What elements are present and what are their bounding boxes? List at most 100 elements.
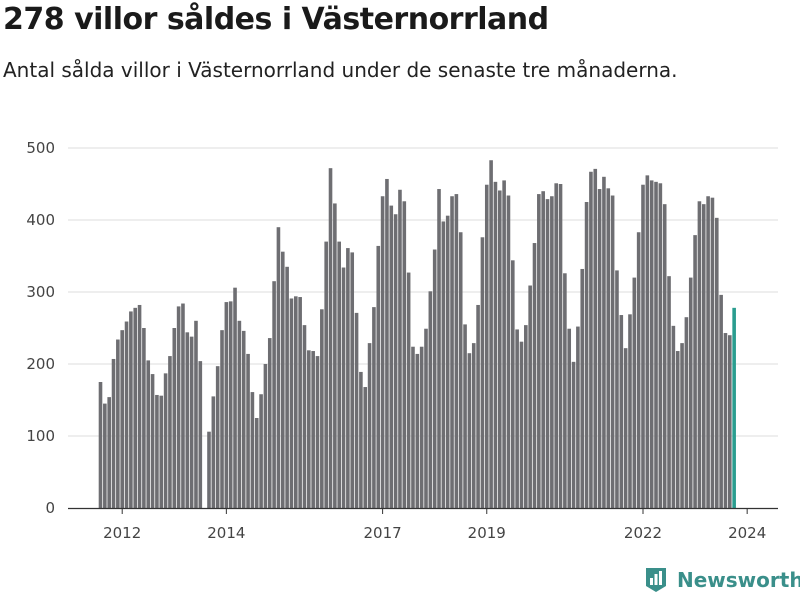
bar xyxy=(675,351,680,508)
bar xyxy=(267,338,272,508)
bar xyxy=(133,307,138,508)
bar xyxy=(280,251,285,508)
bar xyxy=(662,204,667,508)
bar xyxy=(211,396,216,508)
bar xyxy=(116,339,120,508)
bar xyxy=(367,343,372,508)
bar xyxy=(550,196,554,509)
bar xyxy=(537,194,541,508)
bar xyxy=(528,285,532,508)
axis-layer: 0 100 200 300 400 500 2012 2014 2017 2019 2022 2024 xyxy=(26,139,778,542)
bar xyxy=(710,197,715,508)
bar xyxy=(346,248,350,508)
bar xyxy=(628,314,632,508)
bar xyxy=(385,178,389,508)
bar xyxy=(185,332,190,508)
bar xyxy=(159,395,164,508)
bar xyxy=(497,190,502,509)
bar xyxy=(415,353,420,508)
bar xyxy=(124,321,129,508)
bar xyxy=(424,328,428,508)
bar xyxy=(298,297,302,508)
bar xyxy=(294,296,298,508)
bar xyxy=(246,353,250,508)
bar xyxy=(697,201,702,508)
bar xyxy=(454,194,459,508)
bar xyxy=(671,325,676,508)
bar xyxy=(276,227,281,508)
bar xyxy=(554,183,558,508)
x-tick-label: 2024 xyxy=(728,524,766,542)
bar xyxy=(189,336,194,508)
bar xyxy=(701,204,706,508)
bar xyxy=(142,328,146,508)
bar xyxy=(380,196,385,509)
bar xyxy=(502,180,506,508)
bar xyxy=(615,270,619,508)
chart-subtitle: Antal sålda villor i Västernorrland unde… xyxy=(3,58,678,82)
bar xyxy=(541,191,545,508)
bar xyxy=(398,189,402,508)
bar xyxy=(506,195,511,508)
bar xyxy=(228,301,233,508)
newsworthy-logo[interactable]: Newsworthy xyxy=(645,567,800,593)
bar xyxy=(649,180,654,508)
bar xyxy=(103,403,107,508)
y-tick-label: 100 xyxy=(26,427,55,445)
bar-chart-badge-icon xyxy=(645,567,667,593)
bar xyxy=(563,273,567,508)
bar xyxy=(333,203,337,508)
bar xyxy=(198,361,203,508)
bar xyxy=(580,268,585,508)
bar xyxy=(619,315,624,508)
y-tick-label: 0 xyxy=(45,499,55,517)
bar xyxy=(98,382,103,508)
x-tick-label: 2019 xyxy=(468,524,506,542)
bar xyxy=(285,266,289,508)
bar xyxy=(445,215,450,508)
bar xyxy=(571,361,576,508)
bar xyxy=(311,351,315,508)
bar xyxy=(636,232,641,509)
bar xyxy=(363,387,368,508)
bar xyxy=(584,202,589,508)
bar xyxy=(272,281,276,508)
bar xyxy=(684,317,689,508)
bar xyxy=(406,272,411,508)
bar xyxy=(432,249,437,508)
bar xyxy=(532,243,537,509)
bar xyxy=(207,431,211,508)
bar xyxy=(220,330,224,508)
x-tick-label: 2022 xyxy=(624,524,662,542)
bar xyxy=(302,325,307,508)
bar xyxy=(150,374,155,508)
y-tick-label: 500 xyxy=(26,139,55,157)
bar-highlight xyxy=(732,307,736,508)
bar xyxy=(328,168,333,508)
bar xyxy=(320,309,324,508)
bar xyxy=(393,214,398,509)
bar-layer xyxy=(98,160,736,509)
y-tick-label: 400 xyxy=(26,211,55,229)
bar xyxy=(168,356,172,508)
bar xyxy=(645,175,650,509)
bar xyxy=(428,291,433,508)
bar xyxy=(463,324,467,508)
data-label-latest: 278 xyxy=(748,0,779,4)
bar xyxy=(467,353,472,508)
bar xyxy=(372,307,376,508)
bar xyxy=(419,346,424,508)
chart-title: 278 villor såldes i Västernorrland xyxy=(3,2,549,37)
bar xyxy=(450,196,454,509)
y-tick-label: 300 xyxy=(26,283,55,301)
bar xyxy=(181,303,185,508)
bar xyxy=(111,358,116,508)
bar xyxy=(250,392,255,508)
bar xyxy=(693,235,697,508)
bar xyxy=(120,330,124,508)
bar xyxy=(176,306,181,508)
bar xyxy=(610,195,615,508)
bar xyxy=(237,320,242,508)
bar xyxy=(233,287,237,508)
bar xyxy=(658,183,663,508)
